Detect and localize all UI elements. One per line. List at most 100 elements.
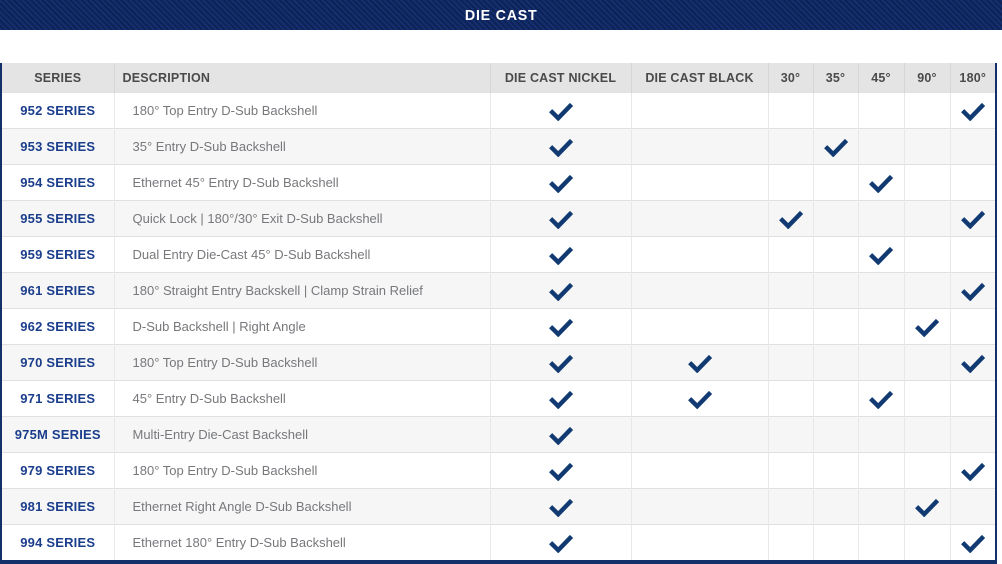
check-cell-die-cast-nickel	[489, 380, 631, 417]
check-icon	[548, 426, 573, 445]
check-cell-45deg	[857, 488, 904, 525]
series-link[interactable]: 952 SERIES	[2, 92, 114, 129]
check-cell-die-cast-nickel	[489, 416, 631, 453]
check-cell-45deg	[857, 200, 904, 237]
check-cell-35deg	[812, 524, 858, 560]
description-cell: 35° Entry D-Sub Backshell	[113, 128, 490, 165]
description-cell: Quick Lock | 180°/30° Exit D-Sub Backshe…	[113, 200, 490, 237]
series-link[interactable]: 955 SERIES	[2, 200, 114, 237]
check-cell-30deg	[767, 92, 813, 129]
header-30deg: 30°	[767, 63, 813, 93]
check-cell-35deg	[812, 452, 858, 489]
check-cell-90deg	[903, 380, 950, 417]
series-link[interactable]: 970 SERIES	[2, 344, 114, 381]
table-row: 970 SERIES 180° Top Entry D-Sub Backshel…	[2, 344, 995, 381]
check-icon	[548, 318, 573, 337]
check-cell-180deg	[949, 164, 995, 201]
table-row: 962 SERIES D-Sub Backshell | Right Angle	[2, 308, 995, 345]
check-cell-die-cast-nickel	[489, 452, 631, 489]
table-row: 975M SERIES Multi-Entry Die-Cast Backshe…	[2, 416, 995, 453]
check-cell-30deg	[767, 416, 813, 453]
check-icon	[548, 174, 573, 193]
series-link[interactable]: 979 SERIES	[2, 452, 114, 489]
check-icon	[869, 174, 893, 193]
series-link[interactable]: 954 SERIES	[2, 164, 114, 201]
check-cell-die-cast-black	[630, 308, 768, 345]
table-row: 953 SERIES 35° Entry D-Sub Backshell	[2, 128, 995, 165]
series-link[interactable]: 994 SERIES	[2, 524, 114, 560]
series-link[interactable]: 959 SERIES	[2, 236, 114, 273]
check-cell-35deg	[812, 92, 858, 129]
check-cell-30deg	[767, 236, 813, 273]
description-cell: 45° Entry D-Sub Backshell	[113, 380, 490, 417]
header-45deg: 45°	[857, 63, 904, 93]
check-cell-90deg	[903, 308, 950, 345]
check-cell-180deg	[949, 488, 995, 525]
series-link[interactable]: 962 SERIES	[2, 308, 114, 345]
description-cell: 180° Straight Entry Backskell | Clamp St…	[113, 272, 490, 309]
check-cell-45deg	[857, 164, 904, 201]
check-cell-die-cast-black	[630, 272, 768, 309]
check-cell-180deg	[949, 344, 995, 381]
check-icon	[548, 498, 573, 517]
check-cell-die-cast-black	[630, 92, 768, 129]
check-cell-90deg	[903, 164, 950, 201]
check-cell-35deg	[812, 380, 858, 417]
header-35deg: 35°	[812, 63, 858, 93]
series-link[interactable]: 971 SERIES	[2, 380, 114, 417]
check-cell-die-cast-nickel	[489, 308, 631, 345]
title-banner: DIE CAST	[0, 0, 1002, 30]
check-cell-35deg	[812, 488, 858, 525]
check-cell-180deg	[949, 452, 995, 489]
check-cell-die-cast-nickel	[489, 524, 631, 560]
check-icon	[548, 282, 573, 301]
check-icon	[687, 390, 712, 409]
description-cell: 180° Top Entry D-Sub Backshell	[113, 92, 490, 129]
check-cell-die-cast-nickel	[489, 200, 631, 237]
series-link[interactable]: 953 SERIES	[2, 128, 114, 165]
check-cell-45deg	[857, 272, 904, 309]
banner-spacer	[0, 30, 1002, 63]
check-cell-90deg	[903, 344, 950, 381]
check-cell-90deg	[903, 524, 950, 560]
description-cell: D-Sub Backshell | Right Angle	[113, 308, 490, 345]
check-cell-die-cast-black	[630, 488, 768, 525]
table-row: 971 SERIES 45° Entry D-Sub Backshell	[2, 380, 995, 417]
check-cell-90deg	[903, 200, 950, 237]
description-cell: Ethernet 45° Entry D-Sub Backshell	[113, 164, 490, 201]
check-cell-30deg	[767, 272, 813, 309]
table-row: 959 SERIES Dual Entry Die-Cast 45° D-Sub…	[2, 236, 995, 273]
series-link[interactable]: 961 SERIES	[2, 272, 114, 309]
check-icon	[548, 246, 573, 265]
series-link[interactable]: 981 SERIES	[2, 488, 114, 525]
check-cell-90deg	[903, 416, 950, 453]
description-cell: Dual Entry Die-Cast 45° D-Sub Backshell	[113, 236, 490, 273]
check-cell-30deg	[767, 524, 813, 560]
check-cell-35deg	[812, 272, 858, 309]
check-cell-90deg	[903, 236, 950, 273]
table-row: 994 SERIES Ethernet 180° Entry D-Sub Bac…	[2, 524, 995, 560]
check-cell-die-cast-black	[630, 236, 768, 273]
check-icon	[960, 210, 985, 229]
check-icon	[915, 498, 939, 517]
check-cell-45deg	[857, 236, 904, 273]
check-cell-30deg	[767, 488, 813, 525]
check-cell-35deg	[812, 344, 858, 381]
check-cell-45deg	[857, 452, 904, 489]
check-cell-die-cast-black	[630, 128, 768, 165]
check-cell-35deg	[812, 200, 858, 237]
check-icon	[548, 462, 573, 481]
header-series: SERIES	[2, 63, 114, 93]
description-cell: 180° Top Entry D-Sub Backshell	[113, 344, 490, 381]
check-icon	[687, 354, 712, 373]
check-cell-die-cast-nickel	[489, 488, 631, 525]
check-cell-180deg	[949, 92, 995, 129]
check-cell-90deg	[903, 272, 950, 309]
check-cell-30deg	[767, 128, 813, 165]
table-row: 981 SERIES Ethernet Right Angle D-Sub Ba…	[2, 488, 995, 525]
series-link[interactable]: 975M SERIES	[2, 416, 114, 453]
check-cell-35deg	[812, 128, 858, 165]
table-row: 961 SERIES 180° Straight Entry Backskell…	[2, 272, 995, 309]
check-cell-35deg	[812, 416, 858, 453]
die-cast-table: SERIES DESCRIPTION DIE CAST NICKEL DIE C…	[2, 63, 995, 560]
